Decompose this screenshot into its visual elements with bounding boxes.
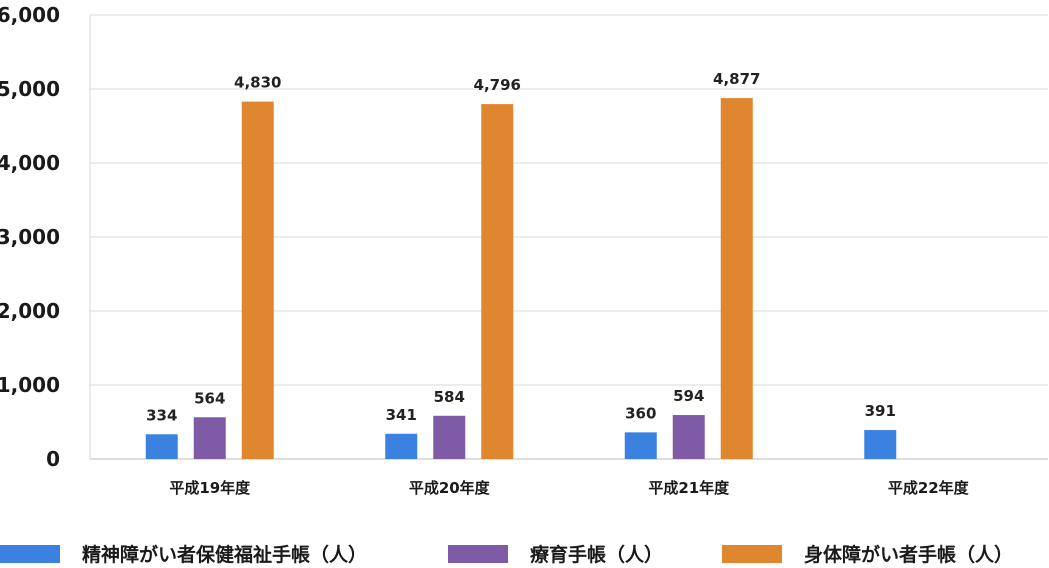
bar-chart: 0 1,000 2,000 3,000 4,000 5,000 6,000 334 564 4,…	[0, 3, 1048, 497]
data-label: 4,877	[713, 70, 760, 88]
bar	[672, 415, 705, 459]
bar	[433, 415, 466, 459]
y-tick-label: 5,000	[0, 77, 60, 101]
y-tick-label: 2,000	[0, 299, 60, 323]
legend-label-seishin: 精神障がい者保健福祉手帳（人）	[82, 544, 368, 566]
x-tick-label: 平成20年度	[409, 479, 491, 497]
legend: 精神障がい者保健福祉手帳（人） 療育手帳（人） 身体障がい者手帳（人）	[0, 532, 1049, 568]
x-tick-label: 平成21年度	[648, 479, 730, 497]
data-label: 564	[194, 389, 225, 407]
x-tick-label: 平成22年度	[888, 479, 970, 497]
data-label: 391	[865, 402, 896, 420]
data-label: 334	[146, 406, 177, 424]
data-label: 584	[434, 388, 465, 406]
y-tick-label: 1,000	[0, 373, 60, 397]
bar	[864, 430, 897, 459]
legend-item-ryouiku: 療育手帳（人）	[448, 540, 663, 567]
y-tick-label: 3,000	[0, 225, 60, 249]
data-labels: 334 564 4,830 341 584 4,796 360 594 4,877 391	[146, 70, 896, 424]
data-label: 360	[625, 404, 656, 422]
y-axis: 0 1,000 2,000 3,000 4,000 5,000 6,000	[0, 3, 60, 471]
bar	[385, 433, 418, 459]
legend-swatch-seishin	[0, 544, 60, 563]
legend-swatch-ryouiku	[448, 544, 508, 563]
y-tick-label: 0	[46, 447, 60, 471]
bar	[193, 417, 226, 459]
x-axis: 平成19年度 平成20年度 平成21年度 平成22年度	[169, 479, 969, 497]
legend-label-shintai: 身体障がい者手帳（人）	[804, 544, 1014, 566]
data-label: 341	[386, 406, 417, 424]
legend-item-seishin: 精神障がい者保健福祉手帳（人）	[0, 540, 367, 567]
bar	[241, 101, 274, 459]
legend-item-shintai: 身体障がい者手帳（人）	[722, 540, 1013, 567]
data-label: 4,796	[474, 76, 521, 94]
bar	[145, 434, 178, 459]
x-tick-label: 平成19年度	[169, 479, 251, 497]
legend-label-ryouiku: 療育手帳（人）	[530, 544, 664, 566]
data-label: 4,830	[234, 74, 281, 92]
y-tick-label: 6,000	[0, 3, 60, 27]
bar	[720, 98, 753, 460]
bar	[624, 432, 657, 459]
y-tick-label: 4,000	[0, 151, 60, 175]
bars	[145, 98, 897, 460]
legend-swatch-shintai	[722, 544, 782, 563]
data-label: 594	[673, 387, 704, 405]
bar	[481, 104, 514, 459]
